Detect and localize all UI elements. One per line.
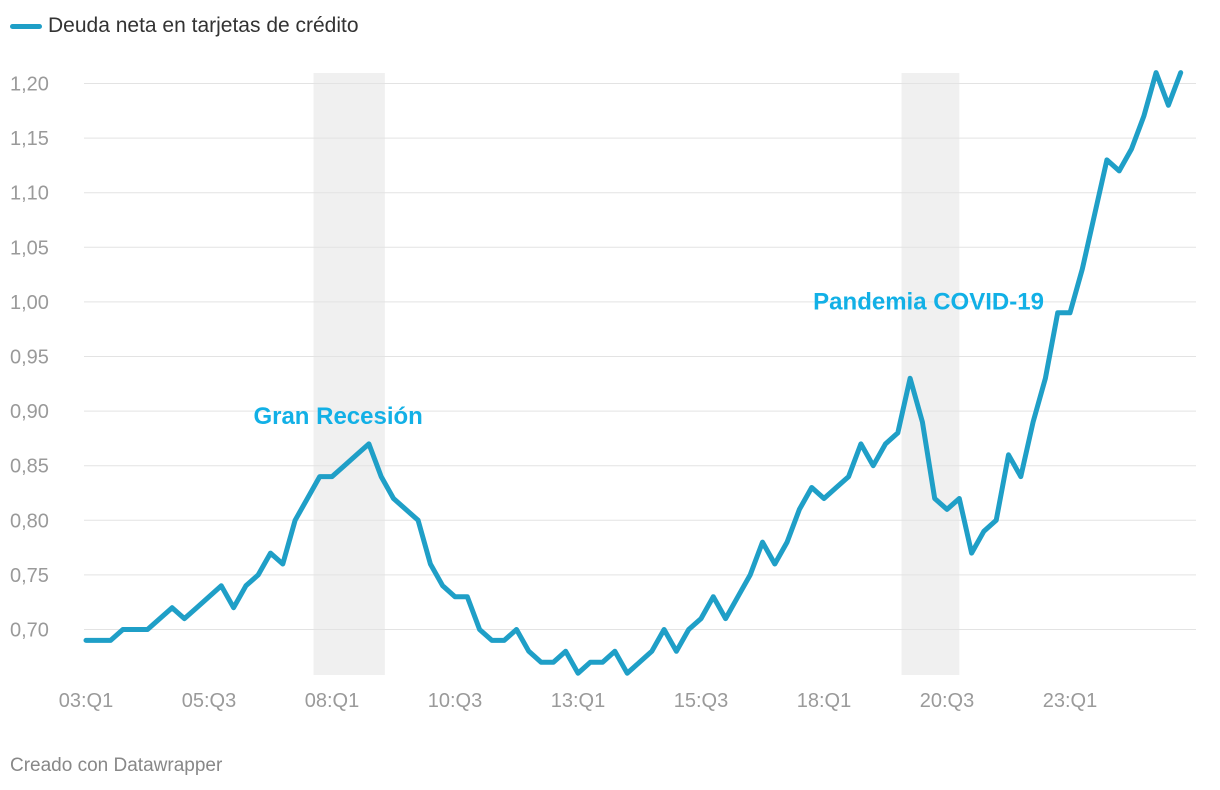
y-tick-label: 0,75 <box>10 565 49 587</box>
x-tick-label: 20:Q3 <box>920 690 974 712</box>
y-tick-label: 0,95 <box>10 347 49 369</box>
gridlines <box>84 83 1196 630</box>
annotation-label: Gran Recesión <box>253 403 422 430</box>
y-tick-label: 0,90 <box>10 401 49 423</box>
y-tick-label: 1,05 <box>10 237 49 259</box>
y-tick-label: 0,70 <box>10 620 49 642</box>
shaded-periods <box>313 73 960 675</box>
footer-credit: Creado con Datawrapper <box>10 755 223 776</box>
x-tick-label: 23:Q1 <box>1043 690 1097 712</box>
shaded-period-1 <box>901 73 960 675</box>
x-tick-label: 18:Q1 <box>797 690 851 712</box>
shaded-period-0 <box>313 73 385 675</box>
y-tick-label: 0,85 <box>10 456 49 478</box>
x-tick-label: 03:Q1 <box>59 690 113 712</box>
x-tick-label: 05:Q3 <box>182 690 236 712</box>
annotations: Gran Recesión Pandemia COVID-19 <box>253 289 1043 431</box>
chart-legend: Deuda neta en tarjetas de crédito <box>10 14 359 38</box>
legend-label: Deuda neta en tarjetas de crédito <box>48 14 359 37</box>
y-axis-ticks: 0,70 0,75 0,80 0,85 0,90 0,95 1,00 1,05 1,10 1,15… <box>10 74 49 642</box>
x-tick-label: 08:Q1 <box>305 690 359 712</box>
y-tick-label: 1,15 <box>10 128 49 150</box>
x-tick-label: 13:Q1 <box>551 690 605 712</box>
legend-swatch <box>10 23 42 29</box>
annotation-label: Pandemia COVID-19 <box>813 289 1044 316</box>
y-tick-label: 1,00 <box>10 292 49 314</box>
y-tick-label: 1,10 <box>10 183 49 205</box>
series-lines <box>83 70 1184 676</box>
series-line <box>83 70 1184 676</box>
x-axis-ticks: 03:Q1 05:Q3 08:Q1 10:Q3 13:Q1 15:Q3 18:Q1 20:Q3… <box>59 690 1097 712</box>
y-tick-label: 0,80 <box>10 510 49 532</box>
y-tick-label: 1,20 <box>10 74 49 96</box>
x-tick-label: 15:Q3 <box>674 690 728 712</box>
x-tick-label: 10:Q3 <box>428 690 482 712</box>
